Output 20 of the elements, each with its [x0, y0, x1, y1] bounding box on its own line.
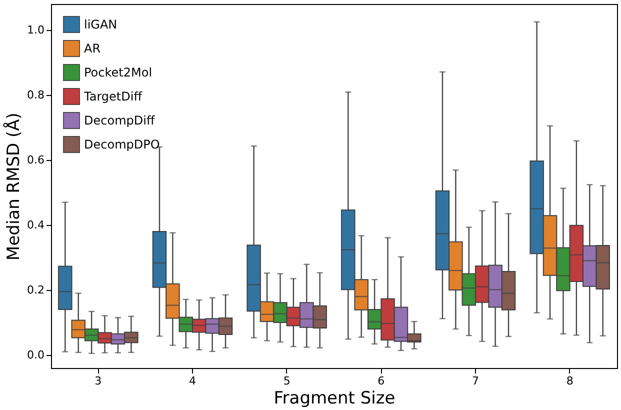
legend-label: liGAN	[84, 18, 118, 32]
legend-label: DecompDiff	[84, 114, 156, 128]
x-tick-label: 6	[378, 374, 385, 388]
x-tick-label: 4	[189, 374, 196, 388]
y-tick-label: 1.0	[27, 24, 44, 36]
y-tick-label: 0.4	[27, 218, 44, 232]
legend-label: AR	[84, 42, 101, 56]
y-axis-title: Median RMSD (Å)	[3, 112, 24, 260]
x-tick-label: 3	[94, 374, 102, 388]
legend-label: Pocket2Mol	[84, 66, 152, 80]
legend-label: TargetDiff	[83, 90, 143, 104]
x-tick-label: 8	[566, 374, 574, 388]
y-tick-label: 0.0	[27, 348, 44, 362]
y-tick-label: 0.8	[27, 88, 44, 102]
x-tick-label: 7	[472, 374, 479, 388]
x-axis-title: Fragment Size	[274, 388, 396, 408]
y-tick-label: 0.2	[27, 284, 44, 296]
x-tick-label: 5	[283, 374, 290, 388]
legend-label: DecompDPO	[84, 138, 160, 152]
y-tick-label: 0.6	[27, 154, 44, 166]
